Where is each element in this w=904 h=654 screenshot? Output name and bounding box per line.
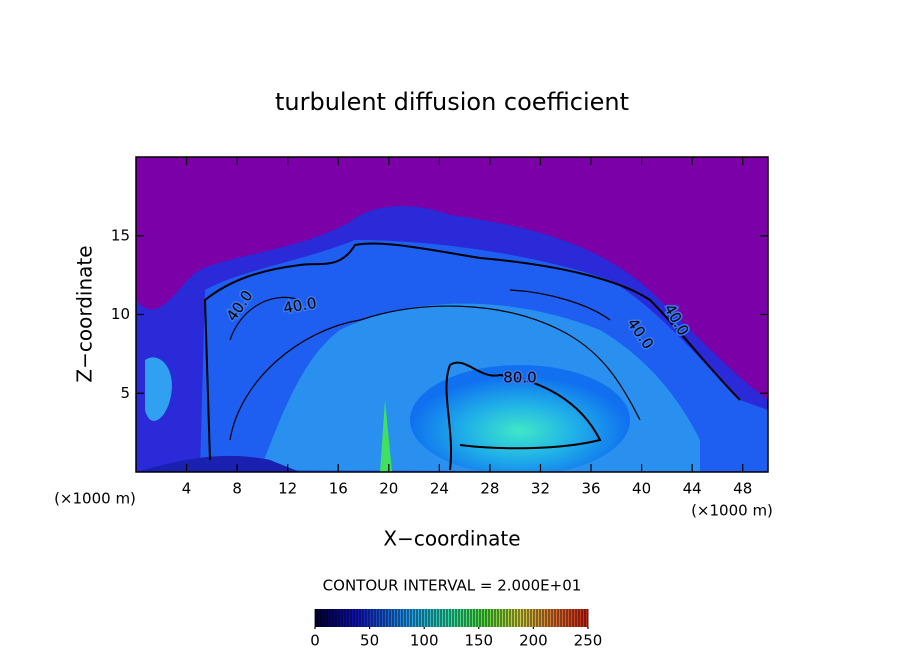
x-tick-label: 4 — [182, 480, 192, 498]
x-tick-label: 40 — [632, 480, 651, 498]
colorbar-tick-label: 150 — [464, 632, 493, 650]
x-unit-label: (×1000 m) — [54, 490, 136, 508]
y-axis-label: Z−coordinate — [73, 245, 97, 382]
contour-lines — [203, 242, 741, 471]
colorbar-tick-label: 200 — [519, 632, 548, 650]
contour-interval: CONTOUR INTERVAL = 2.000E+01 — [323, 577, 582, 595]
y-tick-label: 5 — [120, 384, 130, 402]
x-tick-label: 16 — [329, 480, 348, 498]
x-tick-label: 24 — [430, 480, 449, 498]
colorbar-tick-label: 0 — [310, 632, 320, 650]
colorbar-tick-label: 100 — [410, 632, 439, 650]
colorbar — [315, 609, 588, 627]
x-tick-label: 32 — [531, 480, 550, 498]
contour-label: 80.0 — [503, 369, 536, 387]
x-tick-label: 28 — [480, 480, 499, 498]
x-unit-label: (×1000 m) — [691, 502, 773, 520]
colorbar-tick-label: 250 — [574, 632, 603, 650]
x-tick-label: 12 — [278, 480, 297, 498]
y-tick-label: 10 — [111, 305, 130, 323]
chart-title: turbulent diffusion coefficient — [275, 88, 629, 116]
colorbar-tick-label: 50 — [360, 632, 379, 650]
x-tick-label: 44 — [683, 480, 702, 498]
x-tick-label: 8 — [232, 480, 242, 498]
field — [136, 157, 768, 472]
x-tick-label: 20 — [379, 480, 398, 498]
y-tick-label: 15 — [111, 226, 130, 244]
x-axis-label: X−coordinate — [383, 527, 520, 551]
x-tick-label: 36 — [581, 480, 600, 498]
colorbar-stripes — [314, 609, 589, 627]
x-tick-label: 48 — [733, 480, 752, 498]
